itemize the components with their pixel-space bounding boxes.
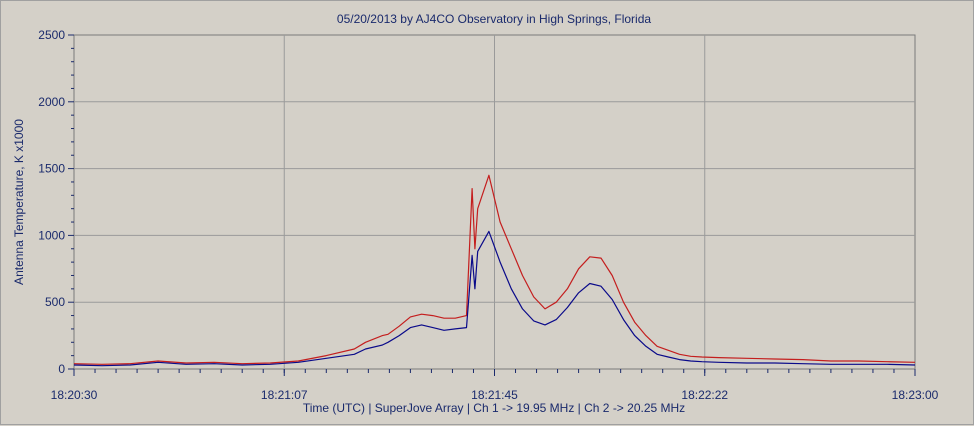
y-tick-label: 1000: [38, 228, 65, 242]
x-tick-label: 18:21:45: [471, 388, 518, 402]
y-axis-label: Antenna Temperature, K x1000: [12, 119, 26, 285]
chart-title: 05/20/2013 by AJ4CO Observatory in High …: [337, 12, 651, 26]
series-line-ch2: [73, 174, 916, 365]
grid-lines: [74, 35, 915, 369]
y-tick-label: 2000: [38, 95, 65, 109]
x-axis-ticks: 18:20:30 18:21:07 18:21:45 18:22:22 18:23:00: [51, 369, 939, 402]
x-tick-label: 18:22:22: [681, 388, 728, 402]
x-tick-label: 18:23:00: [892, 388, 939, 402]
y-tick-label: 0: [58, 362, 65, 376]
y-tick-label: 1500: [38, 162, 65, 176]
y-tick-label: 2500: [38, 28, 65, 42]
x-tick-label: 18:21:07: [261, 388, 308, 402]
y-tick-label: 500: [45, 295, 65, 309]
series-line-ch1: [73, 230, 916, 367]
x-axis-label: Time (UTC) | SuperJove Array | Ch 1 -> 1…: [303, 401, 685, 415]
y-axis-ticks: 0 500 1000 1500 2000 2500: [38, 28, 74, 376]
series-layer: [73, 174, 916, 367]
x-tick-label: 18:20:30: [51, 388, 98, 402]
